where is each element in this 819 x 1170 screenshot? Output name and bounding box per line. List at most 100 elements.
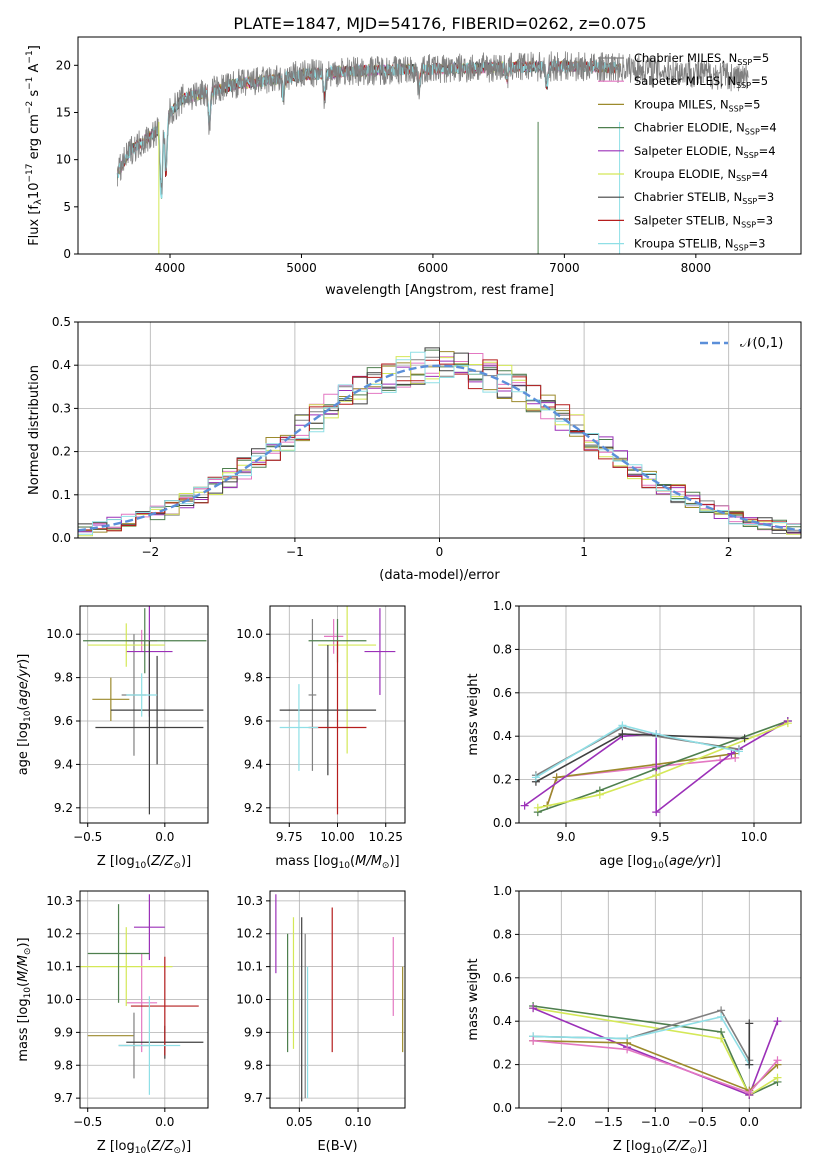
y-tick-label: 10.3 [236, 894, 263, 908]
x-tick-label: 0 [436, 545, 444, 559]
legend-sub: SSP [736, 174, 751, 183]
label-part: 10 [27, 183, 42, 200]
label-sup: −17 [25, 164, 35, 183]
x-tick-label: −0.5 [73, 830, 102, 844]
weights-age-panel: 9.0 9.5 10.0 0.0 0.2 0.4 0.6 0.8 1.0 age [log10(a… [466, 599, 802, 871]
y-tick-label: 9.8 [54, 671, 73, 685]
legend-sub: SSP [745, 128, 760, 137]
weight-series [535, 724, 740, 779]
plot-area [83, 606, 207, 815]
label-lambda: λ [33, 199, 44, 205]
legend-entry: 𝒩(0,1) [740, 336, 783, 351]
label-part: M/M [16, 955, 31, 982]
label-part: Z [log [613, 1139, 651, 1154]
legend-name: Chabrier ELODIE, N [634, 121, 745, 135]
weight-point [652, 808, 661, 817]
label-sub: 10 [652, 861, 664, 871]
spectrum-panel: 4000 5000 6000 7000 8000 0 5 10 15 20 wavelength [… [25, 36, 802, 298]
label-part: )] [711, 854, 721, 869]
plot-area [520, 717, 792, 817]
weight-point [595, 790, 604, 799]
weight-point [618, 730, 627, 739]
x-tick-label: 9.75 [276, 830, 303, 844]
label-part: s [27, 90, 42, 101]
legend-entry: Kroupa ELODIE, NSSP=4 [634, 167, 768, 183]
weight-point [745, 1019, 754, 1028]
label-sub: 10 [339, 861, 351, 871]
axes-frame [77, 321, 802, 539]
legend-nssp: 5 [761, 74, 768, 88]
legend-entry: Salpeter ELODIE, NSSP=4 [634, 144, 776, 160]
legend-name: Kroupa MILES, N [634, 97, 729, 111]
x-tick-label: 10.0 [741, 830, 768, 844]
weight-point [740, 734, 749, 743]
legend-name: Kroupa ELODIE, N [634, 167, 736, 181]
legend-entry: Chabrier STELIB, NSSP=3 [634, 190, 774, 206]
label-sup: −1 [25, 50, 35, 63]
x-tick-label: 0.0 [155, 1115, 174, 1129]
legend-nssp: 3 [767, 190, 774, 204]
y-tick-label: 1.0 [493, 884, 512, 898]
x-axis-label: Z [log10(Z/Z⊙)] [613, 1139, 707, 1156]
label-part: )] [389, 854, 399, 869]
legend-eq: = [760, 121, 770, 135]
x-tick-label: 10.25 [369, 830, 403, 844]
legend-nssp: 5 [762, 51, 769, 65]
spectrum-line [117, 51, 749, 195]
legend-name: Chabrier MILES, N [634, 51, 737, 65]
y-tick-label: 0.3 [52, 401, 71, 415]
label-part: Flux [f [27, 205, 42, 246]
weight-point [745, 1060, 754, 1069]
legend-eq: = [759, 144, 769, 158]
label-part: Z/Z [666, 1139, 690, 1154]
y-axis-label: mass [log10(M/M⊙)] [16, 937, 33, 1061]
legend-sub: SSP [729, 104, 744, 113]
weight-point [652, 730, 661, 739]
y-tick-label: 10.0 [236, 627, 263, 641]
plot-area [275, 894, 404, 1102]
axes-frame [77, 36, 802, 255]
y-tick-label: 1.0 [493, 599, 512, 613]
legend-eq: = [751, 167, 761, 181]
y-tick-label: 9.9 [244, 1025, 263, 1039]
legend-name: Chabrier STELIB, N [634, 190, 742, 204]
ebv-mass-panel: 0.05 0.10 9.7 9.8 9.9 10.0 10.1 10.2 10.3 E(B-V) [236, 890, 406, 1154]
legend-nssp: 4 [768, 144, 775, 158]
legend-entry: Chabrier ELODIE, NSSP=4 [634, 121, 777, 137]
weight-point [529, 1004, 538, 1013]
label-sup: −1 [25, 77, 35, 90]
label-part: A [27, 63, 42, 76]
x-tick-label: −2.0 [547, 1115, 576, 1129]
y-tick-label: 9.9 [54, 1025, 73, 1039]
legend-eq: = [751, 74, 761, 88]
y-tick-label: 10.3 [46, 894, 73, 908]
weight-point [734, 747, 743, 756]
y-tick-label: 10.2 [46, 927, 73, 941]
x-tick-label: 0.0 [740, 1115, 759, 1129]
x-tick-label: 0.10 [345, 1115, 372, 1129]
y-tick-label: 0.8 [493, 927, 512, 941]
legend-nssp: 3 [758, 237, 765, 251]
label-part: mass [log [275, 854, 338, 869]
legend-eq: = [749, 237, 759, 251]
axes-frame [518, 890, 802, 1109]
y-tick-label: 0.6 [493, 971, 512, 985]
y-tick-label: 0.4 [52, 358, 71, 372]
weight-point [520, 801, 529, 810]
y-tick-label: 0.5 [52, 315, 71, 329]
weight-point [531, 773, 540, 782]
weight-point [717, 1012, 726, 1021]
x-axis-label: (data-model)/error [379, 568, 500, 583]
label-part: Z [log [97, 854, 135, 869]
tick-group: 4000 5000 6000 7000 8000 0 5 10 15 20 [56, 58, 711, 275]
label-part: ( [662, 1139, 667, 1154]
y-tick-label: 0.0 [493, 1101, 512, 1115]
figure-title: PLATE=1847, MJD=54176, FIBERID=0262, z=0… [233, 14, 646, 33]
label-part: M/M [355, 854, 382, 869]
tick-group: −2 −1 0 1 2 0.0 0.1 0.2 0.3 0.4 0.5 [52, 315, 733, 559]
histogram-series [78, 359, 801, 532]
label-part: Z [log [97, 1139, 135, 1154]
x-tick-label: 6000 [418, 261, 449, 275]
